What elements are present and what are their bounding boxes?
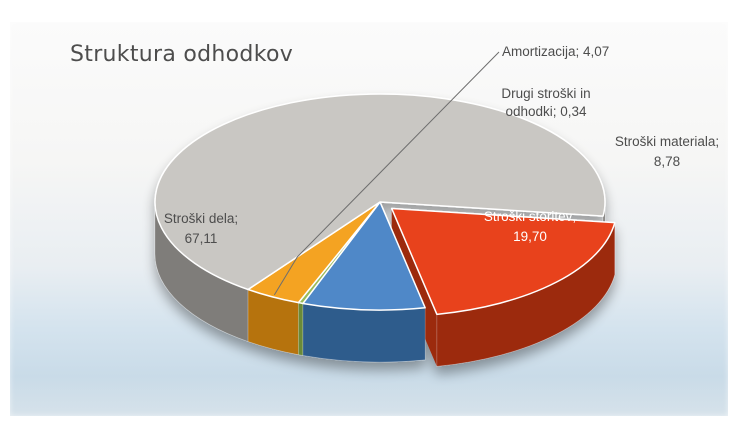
pie-slice-stroski-materiala[interactable] [302,201,426,311]
svg-text:Stroški materiala;8,78: Stroški materiala; 8,78 [615,134,719,169]
pie-slice-stroski-storitev[interactable] [390,207,616,316]
svg-text:Amortizacija; 4,07: Amortizacija; 4,07 [502,44,609,59]
data-label-stroski-materiala: Stroški materiala; 8,78 [615,134,719,169]
svg-text:Stroški dela;67,11: Stroški dela; 67,11 [164,211,238,246]
leader-line-amortizacija [273,51,500,296]
chart-title: Struktura odhodkov [70,42,294,67]
pie-slice-side-drugi-stroski-in-odhodki [298,302,304,356]
data-label-drugi-stroski-in-odhodki: Drugi stroški in odhodki; 0,34 [501,86,590,119]
pie-slice-side-stroski-materiala [302,303,426,363]
svg-text:Stroški storitev;19,70: Stroški storitev; 19,70 [484,209,576,244]
data-label-stroski-storitev: Stroški storitev; 19,70 [484,209,576,244]
data-label-amortizacija: Amortizacija; 4,07 [502,44,609,59]
pie-slice-stroski-dela[interactable] [154,93,606,291]
data-label-stroski-dela: Stroški dela; 67,11 [164,211,238,246]
